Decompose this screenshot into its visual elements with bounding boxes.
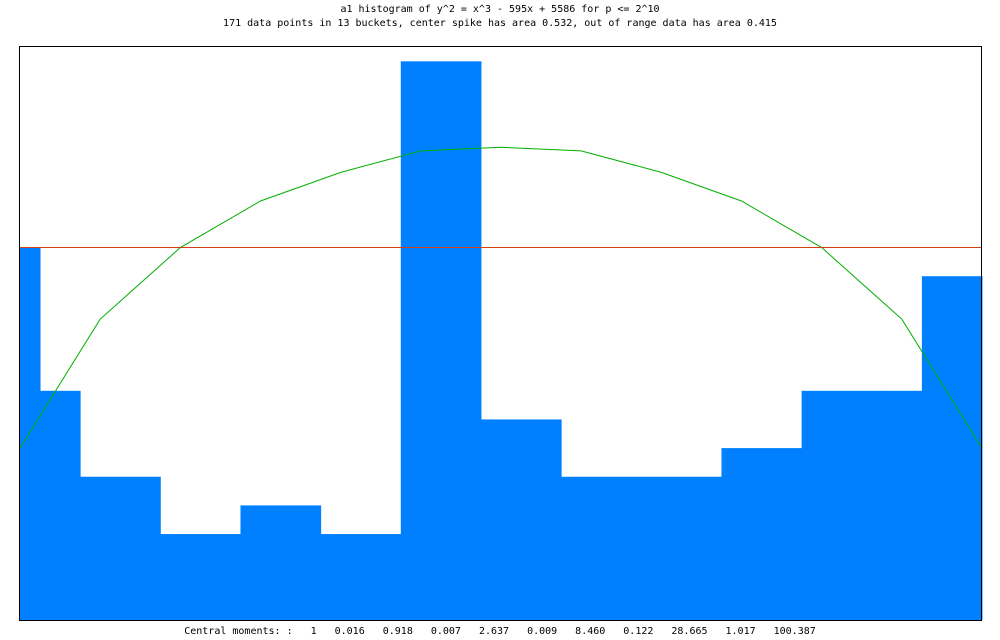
moment-value-6: 0.009 [527,626,558,637]
moment-value-4: 0.007 [430,626,461,637]
moment-value-10: 1.017 [725,626,756,637]
chart-subtitle: 171 data points in 13 buckets, center sp… [223,18,777,29]
histogram-bar-7 [400,61,482,620]
moment-value-7: 8.460 [575,626,606,637]
moments-label: Central moments: : [184,626,293,637]
histogram-bar-5 [240,505,322,620]
moment-value-3: 0.918 [382,626,413,637]
histogram-bar-3 [80,476,161,620]
central-moments: Central moments: : 1 0.016 0.918 0.007 2.637 0… [0,626,1000,637]
moments-values: 1 0.016 0.918 0.007 2.637 0.009 8.460 0.122 28.6… [293,626,816,637]
histogram-bar-2 [40,390,81,620]
chart-title: a1 histogram of y^2 = x^3 - 595x + 5586 … [340,4,660,15]
histogram-bar-11 [721,448,803,620]
histogram-bar-9 [561,476,642,620]
moment-value-11: 100.387 [773,626,816,637]
moment-value-8: 0.122 [623,626,654,637]
plot-frame [19,46,982,621]
histogram-bar-10 [641,476,722,620]
moment-value-1: 1 [310,626,317,637]
histogram-bar-1 [20,247,41,621]
histogram-bar-14 [921,276,983,620]
histogram-bar-13 [881,390,923,620]
histogram-bars [20,61,983,621]
histogram-bar-12 [801,390,883,620]
histogram-bar-6 [320,534,402,620]
moment-value-5: 2.637 [478,626,510,637]
histogram-bar-4 [160,534,241,620]
histogram-bar-8 [480,419,562,620]
moment-value-9: 28.665 [671,626,708,637]
moment-value-2: 0.016 [334,626,365,637]
